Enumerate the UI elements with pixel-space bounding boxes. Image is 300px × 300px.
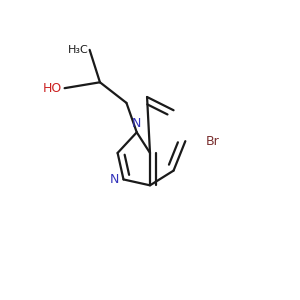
Text: Br: Br	[206, 135, 220, 148]
Text: N: N	[110, 173, 119, 186]
Text: N: N	[132, 117, 141, 130]
Text: H₃C: H₃C	[68, 45, 88, 55]
Text: HO: HO	[42, 82, 62, 95]
